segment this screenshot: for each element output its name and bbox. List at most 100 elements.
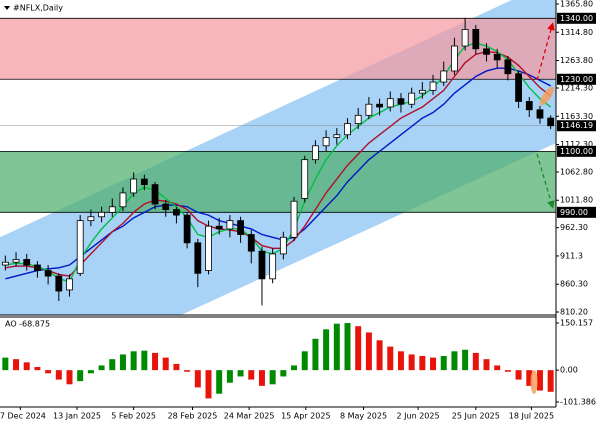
candle-body <box>151 184 159 205</box>
candle-body <box>344 123 351 136</box>
level-label: 1340.00 <box>560 14 593 23</box>
candle-body <box>183 214 191 244</box>
ao-bar <box>162 357 169 371</box>
ao-bar <box>430 357 437 371</box>
candle-body <box>140 178 148 186</box>
y-tick-label: 1314.80 <box>560 28 593 37</box>
ao-bar <box>355 326 362 371</box>
main-pane <box>0 0 556 315</box>
candle-body <box>429 81 437 91</box>
y-tick-label: 911.3 <box>560 251 583 260</box>
ao-bar <box>184 370 191 372</box>
indicator-title: AO -68.875 <box>5 320 50 329</box>
candle-body <box>12 259 20 263</box>
candle-body <box>130 178 138 194</box>
x-tick-label: 25 Jun 2025 <box>452 412 500 421</box>
ao-bar <box>173 363 180 371</box>
x-tick-label: 17 Dec 2024 <box>0 412 46 421</box>
candle-body <box>493 53 501 61</box>
y-tick-label: 1365.80 <box>560 0 593 9</box>
candle-body <box>226 220 234 230</box>
ao-bar <box>216 370 223 394</box>
ao-bar <box>451 351 458 371</box>
y-tick-label: 150.157 <box>560 319 593 328</box>
ao-bar <box>77 370 84 382</box>
candle-body <box>1 261 9 266</box>
candle-body <box>247 234 255 252</box>
candle-body <box>333 134 341 138</box>
ao-bar <box>45 370 52 374</box>
ao-pane <box>2 323 554 399</box>
candle-body <box>365 103 373 116</box>
ao-bar <box>119 354 126 371</box>
y-tick-label: 1214.30 <box>560 83 593 92</box>
candle-body <box>258 250 266 280</box>
y-tick-label: 1263.80 <box>560 56 593 65</box>
level-label-box <box>557 145 596 157</box>
ao-bar <box>23 362 30 371</box>
candle-body <box>408 92 416 105</box>
candle-body <box>322 137 330 147</box>
y-tick-label: -101.386 <box>560 398 596 407</box>
ao-bar <box>312 338 319 371</box>
up-arrow <box>536 22 555 81</box>
candle-body <box>472 28 480 50</box>
ao-bar <box>301 351 308 371</box>
y-tick-label: 1112.30 <box>560 140 593 149</box>
ao-bar <box>226 370 233 383</box>
candle-body <box>108 206 116 213</box>
candle-body <box>504 59 512 75</box>
candle-body <box>515 73 522 102</box>
candle-body <box>34 264 41 271</box>
x-tick-label: 13 Jan 2025 <box>53 412 101 421</box>
moving-average <box>5 42 552 283</box>
x-tick-label: 28 Feb 2025 <box>168 412 218 421</box>
candle-body <box>87 216 95 222</box>
candle-body <box>119 192 127 208</box>
y-tick-label: 1062.80 <box>560 167 593 176</box>
ao-bar <box>440 356 447 371</box>
candle-body <box>301 159 309 199</box>
candle-body <box>194 242 202 274</box>
candle-body <box>536 109 544 119</box>
ao-bar <box>536 370 543 391</box>
x-tick-label: 2 Jun 2025 <box>397 412 440 421</box>
candle-body <box>205 225 212 271</box>
last-price-label: 1146.19 <box>560 121 593 130</box>
ao-bar <box>34 367 41 371</box>
ao-bar <box>365 332 372 371</box>
y-tick-label: 1163.30 <box>560 112 593 121</box>
ao-bar <box>66 370 73 385</box>
ao-bar <box>462 349 469 371</box>
ao-bar <box>194 370 201 388</box>
ao-bar <box>291 365 298 371</box>
ao-bar <box>483 359 490 371</box>
ao-bar <box>280 370 287 377</box>
candle-body <box>312 145 319 161</box>
x-tick-label: 24 Mar 2025 <box>224 412 275 421</box>
down-arrow <box>536 153 555 209</box>
candle-body <box>483 48 490 55</box>
candle-body <box>440 70 448 83</box>
candle-body <box>397 98 405 105</box>
ao-bar <box>397 351 404 371</box>
ao-bar <box>237 370 244 377</box>
moving-average <box>5 50 552 277</box>
ao-bar <box>258 370 265 386</box>
candle-body <box>525 101 533 111</box>
ao-bar <box>419 356 426 371</box>
highlight <box>539 86 555 106</box>
candle-body <box>98 211 105 218</box>
level-label: 1230.00 <box>560 75 593 84</box>
candle-body <box>162 203 170 210</box>
candle-body <box>547 117 555 127</box>
ao-bar <box>515 370 522 380</box>
y-tick-label: 1011.80 <box>560 196 593 205</box>
moving-average <box>5 67 551 280</box>
menu-triangle <box>4 6 10 10</box>
candle-body <box>376 103 383 108</box>
level-label-box <box>557 73 596 85</box>
level-label-box <box>557 12 596 24</box>
